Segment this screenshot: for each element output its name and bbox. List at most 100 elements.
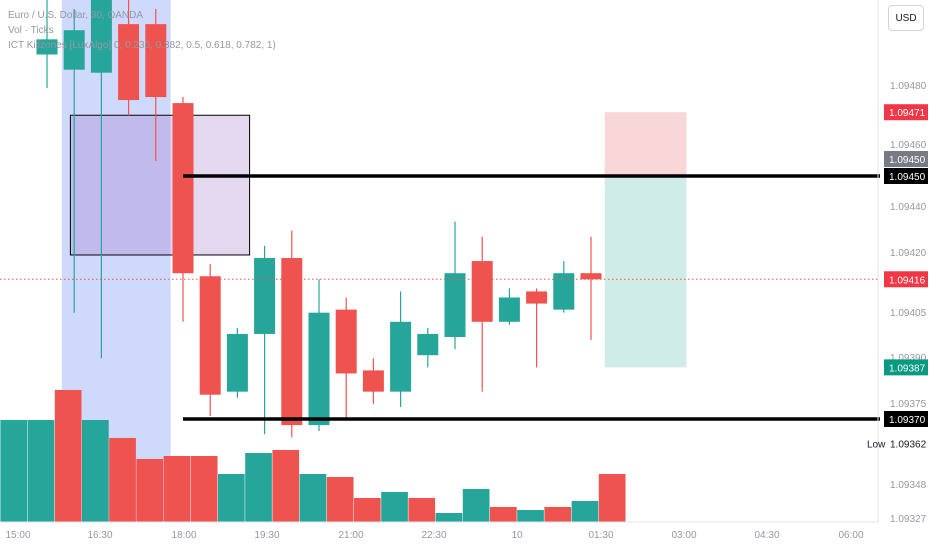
volume-bar <box>109 438 136 522</box>
candle-body <box>526 291 548 304</box>
candle <box>580 236 602 341</box>
volume-bar <box>245 453 272 522</box>
price-tick-label: 1.09348 <box>890 480 927 491</box>
candle <box>226 327 248 398</box>
price-label-text: 1.09416 <box>889 275 926 286</box>
volume-bar <box>272 450 300 522</box>
candle-body <box>199 276 221 395</box>
candle <box>471 236 493 392</box>
volume-bar <box>381 492 408 522</box>
candle-body <box>145 24 167 98</box>
time-tick-label: 18:00 <box>171 530 196 541</box>
candle <box>362 358 384 404</box>
candle-body <box>281 258 303 426</box>
volume-bar <box>408 498 436 522</box>
candle-body <box>172 103 194 274</box>
candle-body <box>308 312 330 426</box>
price-label: 1.09471 <box>884 104 928 121</box>
price-label-text: 1.09370 <box>889 415 926 426</box>
volume-bar <box>490 507 517 522</box>
candle <box>63 8 85 313</box>
volume-bar <box>544 507 572 522</box>
volume-bar <box>136 459 164 522</box>
volume-bar <box>218 474 245 522</box>
price-label: 1.09387 <box>884 359 928 376</box>
candle <box>145 8 167 161</box>
price-label-bg <box>884 271 928 288</box>
candle <box>444 221 466 350</box>
candle-body <box>335 309 357 374</box>
time-tick-label: 03:00 <box>671 530 696 541</box>
candle <box>199 264 221 416</box>
price-tick-label: 1.09420 <box>890 248 927 259</box>
candle-body <box>390 321 412 392</box>
price-tick-label: 1.09480 <box>890 81 927 92</box>
candle <box>498 288 520 325</box>
candle <box>118 0 140 116</box>
killzone-box-overlap <box>71 116 171 254</box>
volume-bar <box>163 456 191 522</box>
position-zones <box>604 112 687 368</box>
volume-bar <box>326 477 354 522</box>
price-label-bg <box>884 168 928 184</box>
volume-bar <box>435 513 463 522</box>
price-axis: 1.09480 1.09460 1.09440 1.09420 1.09405 1.093… <box>867 0 928 525</box>
price-tick-label: 1.09375 <box>890 399 927 410</box>
price-tick-label: 1.09405 <box>890 308 927 319</box>
candle <box>526 288 548 368</box>
price-label: 1.09416 <box>884 271 928 288</box>
symbol-title: Euro / U.S. Dollar, 30, OANDA <box>8 10 144 21</box>
price-label-bg <box>884 411 928 427</box>
candle-body <box>63 30 85 70</box>
volume-bar <box>571 501 599 522</box>
time-tick-label: 06:00 <box>838 530 863 541</box>
candle-body <box>90 0 112 73</box>
volume-bars <box>0 390 626 522</box>
candle-body <box>471 261 493 322</box>
price-label: 1.09450 <box>884 168 928 184</box>
candle <box>172 97 194 322</box>
price-label-bg <box>884 359 928 376</box>
volume-bar <box>190 456 218 522</box>
candle <box>335 297 357 419</box>
price-label-bg <box>884 104 928 121</box>
time-tick-label: 19:30 <box>254 530 279 541</box>
time-tick-label: 01:30 <box>588 530 613 541</box>
candle <box>417 327 439 368</box>
price-tick-label: 1.09440 <box>890 202 927 213</box>
price-label: 1.09450 <box>884 151 928 167</box>
volume-bar <box>54 390 82 522</box>
low-marker-label: Low <box>867 439 886 450</box>
candle <box>90 0 112 359</box>
time-axis: 15:00 16:30 18:00 19:30 21:00 22:30 10 01:30 03:… <box>0 521 878 541</box>
candle-body <box>254 258 276 334</box>
candle <box>36 0 58 88</box>
price-label-bg <box>884 151 928 167</box>
currency-button[interactable]: USD <box>888 5 924 31</box>
candle <box>308 279 330 432</box>
candle-body <box>553 273 575 310</box>
candle <box>281 230 303 438</box>
volume-bar <box>0 420 28 522</box>
candle <box>553 261 575 313</box>
price-label-text: 1.09450 <box>889 155 926 166</box>
candles <box>36 0 602 438</box>
candle-body <box>498 297 520 322</box>
time-tick-label: 10 <box>511 530 523 541</box>
chart-legend: Euro / U.S. Dollar, 30, OANDA Vol · Tick… <box>8 8 276 53</box>
volume-legend: Vol · Ticks <box>8 25 54 36</box>
candle-body <box>362 370 384 392</box>
price-label: 1.09370 <box>884 411 928 427</box>
candle-body <box>226 333 248 392</box>
time-tick-label: 21:00 <box>338 530 363 541</box>
candle-body <box>417 333 439 356</box>
candle-body <box>118 24 140 101</box>
level-lines <box>0 174 880 421</box>
volume-bar <box>598 474 626 522</box>
time-tick-label: 15:00 <box>5 530 30 541</box>
volume-bar <box>354 498 381 522</box>
price-label-text: 1.09471 <box>889 108 926 119</box>
price-tick-label: 1.09460 <box>890 140 927 151</box>
volume-bar <box>299 474 327 522</box>
